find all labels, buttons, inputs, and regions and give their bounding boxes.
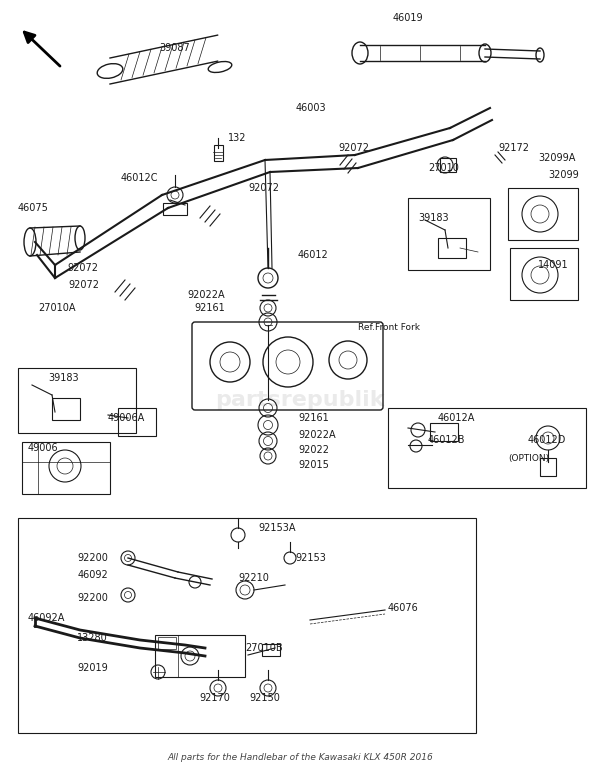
- Bar: [408, 198, 490, 270]
- Text: 13280: 13280: [77, 633, 108, 643]
- Bar: [440, 158, 456, 172]
- Text: 92200: 92200: [77, 553, 108, 563]
- Text: 46012A: 46012A: [438, 413, 475, 423]
- Bar: [508, 188, 578, 240]
- Text: 49006: 49006: [28, 443, 59, 453]
- Text: 92019: 92019: [77, 663, 108, 673]
- Text: 92161: 92161: [298, 413, 329, 423]
- Text: All parts for the Handlebar of the Kawasaki KLX 450R 2016: All parts for the Handlebar of the Kawas…: [167, 753, 433, 763]
- Text: 46075: 46075: [18, 203, 49, 213]
- Bar: [155, 635, 245, 677]
- Text: 32099: 32099: [548, 170, 579, 180]
- Text: 14091: 14091: [538, 260, 569, 270]
- Bar: [22, 442, 110, 494]
- Text: 92150: 92150: [250, 693, 280, 703]
- Text: 49006A: 49006A: [108, 413, 145, 423]
- Text: 46019: 46019: [392, 13, 424, 23]
- Text: 46076: 46076: [388, 603, 419, 613]
- Text: 46092A: 46092A: [28, 613, 65, 623]
- Text: 46012C: 46012C: [121, 173, 158, 183]
- Text: 46003: 46003: [296, 103, 326, 113]
- Bar: [510, 248, 578, 300]
- Bar: [540, 458, 556, 476]
- Text: 92015: 92015: [298, 460, 329, 470]
- Text: 92170: 92170: [200, 693, 230, 703]
- Bar: [118, 408, 156, 436]
- Text: 27010A: 27010A: [38, 303, 76, 313]
- Bar: [18, 368, 136, 433]
- Bar: [158, 637, 176, 649]
- Text: 39183: 39183: [418, 213, 449, 223]
- Text: 46092: 46092: [77, 570, 108, 580]
- Text: 92172: 92172: [498, 143, 529, 153]
- Text: 92022A: 92022A: [298, 430, 335, 440]
- Text: (OPTION): (OPTION): [508, 453, 549, 463]
- Text: 92022: 92022: [298, 445, 329, 455]
- Text: 46012D: 46012D: [528, 435, 566, 445]
- Text: 92022A: 92022A: [187, 290, 225, 300]
- Text: 92072: 92072: [248, 183, 279, 193]
- Text: 132: 132: [228, 133, 247, 143]
- Text: 39087: 39087: [160, 43, 190, 53]
- Bar: [262, 644, 280, 656]
- Text: 32099A: 32099A: [538, 153, 575, 163]
- Text: partsrepublik: partsrepublik: [215, 390, 385, 410]
- Bar: [214, 145, 223, 161]
- Text: 92153: 92153: [295, 553, 326, 563]
- Text: 92153A: 92153A: [258, 523, 296, 533]
- Bar: [163, 203, 187, 215]
- Bar: [430, 423, 458, 441]
- Text: 46012B: 46012B: [428, 435, 466, 445]
- Text: 27010: 27010: [428, 163, 459, 173]
- Text: 27010B: 27010B: [245, 643, 283, 653]
- Text: 92072: 92072: [338, 143, 369, 153]
- Text: 92210: 92210: [238, 573, 269, 583]
- Bar: [388, 408, 586, 488]
- Text: 39183: 39183: [48, 373, 79, 383]
- Bar: [438, 238, 466, 258]
- Text: 46012: 46012: [298, 250, 329, 260]
- Text: 92072: 92072: [68, 280, 99, 290]
- Text: 92161: 92161: [194, 303, 225, 313]
- Text: 92200: 92200: [77, 593, 108, 603]
- Bar: [52, 398, 80, 420]
- Text: 92072: 92072: [67, 263, 98, 273]
- Text: Ref.Front Fork: Ref.Front Fork: [358, 323, 420, 332]
- Bar: [18, 518, 476, 733]
